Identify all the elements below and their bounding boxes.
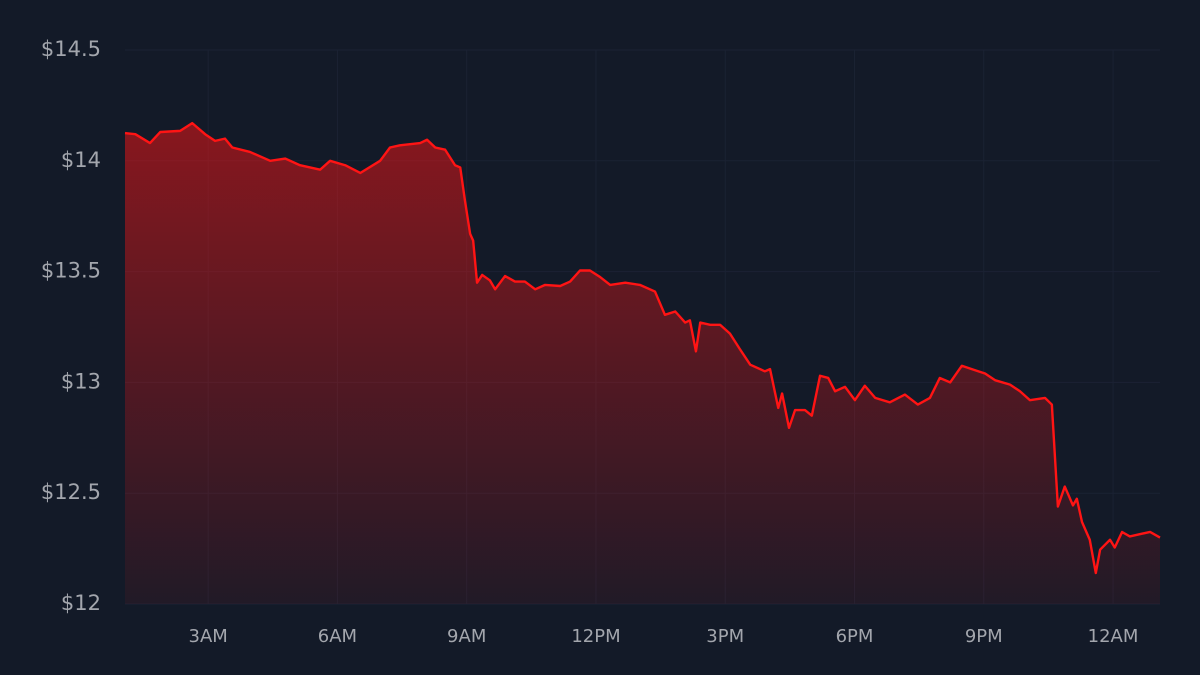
- y-tick-label: $13: [61, 369, 101, 393]
- price-line: [124, 121, 1161, 575]
- y-tick-label: $12.5: [41, 480, 101, 504]
- x-tick-label: 12PM: [571, 626, 620, 647]
- y-tick-label: $14: [61, 148, 101, 172]
- y-tick-label: $14.5: [41, 37, 101, 61]
- x-tick-label: 9PM: [965, 626, 1003, 647]
- y-tick-label: $13.5: [41, 259, 101, 283]
- x-tick-label: 6AM: [318, 626, 357, 647]
- x-tick-label: 3AM: [189, 626, 228, 647]
- x-tick-label: 3PM: [706, 626, 744, 647]
- area: [125, 123, 1160, 604]
- x-tick-label: 12AM: [1088, 626, 1139, 647]
- y-tick-label: $12: [61, 591, 101, 615]
- x-tick-label: 9AM: [447, 626, 486, 647]
- x-tick-label: 6PM: [836, 626, 874, 647]
